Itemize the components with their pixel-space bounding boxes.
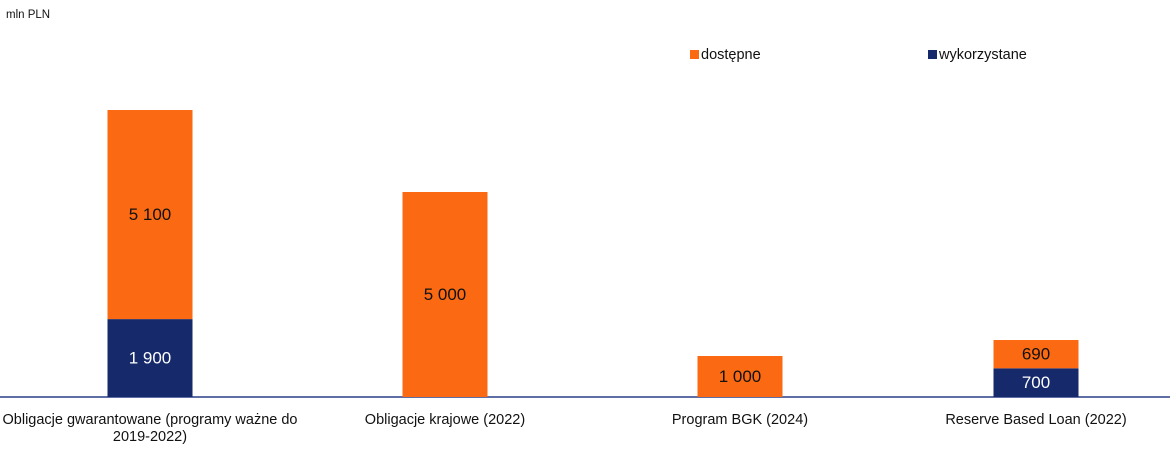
legend-label: wykorzystane	[938, 47, 1027, 63]
data-label: 690	[1022, 345, 1050, 364]
bar-segment	[993, 368, 1079, 397]
data-label: 1 000	[719, 367, 762, 386]
bar-segment	[697, 356, 783, 397]
bar-segment	[993, 340, 1079, 369]
bar-segment	[107, 319, 193, 397]
data-label: 700	[1022, 373, 1050, 392]
x-tick-label: Program BGK (2024)	[671, 412, 809, 428]
x-tick-label: Obligacje krajowe (2022)	[364, 412, 526, 428]
bar-segment	[402, 192, 488, 397]
data-label: 1 900	[129, 349, 172, 368]
legend-label: dostępne	[701, 47, 761, 63]
legend-swatch	[690, 50, 699, 59]
bar-segment	[107, 110, 193, 320]
legend-swatch	[928, 50, 937, 59]
x-tick-label: Reserve Based Loan (2022)	[945, 412, 1127, 428]
unit-label: mln PLN	[6, 9, 50, 21]
x-tick-label: Obligacje gwarantowane (programy ważne d…	[2, 412, 298, 445]
data-label: 5 100	[129, 205, 172, 224]
data-label: 5 000	[424, 285, 467, 304]
